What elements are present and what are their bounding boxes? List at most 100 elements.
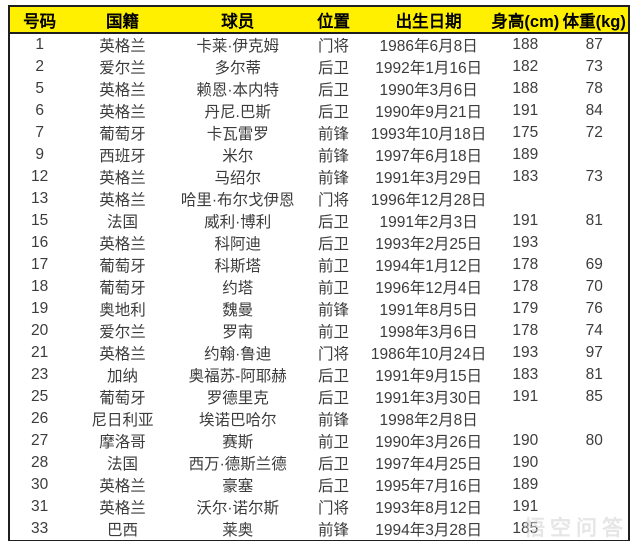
cell-birthdate: 1991年8月5日	[379, 302, 478, 319]
table-row: 2 爱尔兰 多尔蒂 后卫 1992年1月16日 182 73	[10, 56, 628, 78]
cell-nationality: 葡萄牙	[99, 390, 146, 407]
cell-position: 后卫	[317, 236, 349, 253]
cell-number: 28	[31, 454, 49, 471]
cell-position: 门将	[317, 38, 349, 55]
cell-birthdate: 1991年9月15日	[375, 368, 483, 385]
header-weight: 体重(kg)	[562, 12, 626, 31]
cell-birthdate: 1991年3月29日	[375, 170, 483, 187]
cell-weight: 80	[585, 432, 603, 449]
cell-weight: 69	[585, 256, 603, 273]
table-header-row: 号码 国籍 球员 位置 出生日期 身高(cm) 体重(kg)	[10, 7, 628, 34]
cell-number: 17	[31, 256, 49, 273]
cell-number: 23	[31, 366, 49, 383]
cell-height: 189	[512, 476, 539, 493]
cell-height: 185	[512, 520, 539, 537]
cell-position: 前锋	[317, 302, 349, 319]
cell-nationality: 英格兰	[99, 346, 146, 363]
cell-nationality: 西班牙	[99, 148, 146, 165]
table-row: 31 英格兰 沃尔·诺尔斯 门将 1993年8月12日 191	[10, 496, 628, 518]
cell-player: 卡瓦雷罗	[206, 126, 269, 143]
cell-number: 12	[31, 168, 49, 185]
cell-birthdate: 1997年4月25日	[375, 456, 483, 473]
cell-number: 16	[31, 234, 49, 251]
cell-height: 188	[512, 80, 539, 97]
cell-position: 后卫	[317, 390, 349, 407]
cell-player: 莱奥	[222, 522, 254, 539]
cell-height: 191	[512, 388, 539, 405]
cell-birthdate: 1998年2月8日	[379, 412, 478, 429]
cell-birthdate: 1993年2月25日	[375, 236, 483, 253]
cell-nationality: 加纳	[106, 368, 138, 385]
cell-nationality: 巴西	[106, 522, 138, 539]
cell-weight: 81	[585, 212, 603, 229]
table-row: 5 英格兰 赖恩·本内特 后卫 1990年3月6日 188 78	[10, 78, 628, 100]
table-row: 33 巴西 莱奥 前锋 1994年3月28日 185	[10, 518, 628, 540]
cell-position: 后卫	[317, 368, 349, 385]
cell-position: 前卫	[317, 434, 349, 451]
cell-number: 25	[31, 388, 49, 405]
cell-height: 191	[512, 498, 539, 515]
cell-number: 31	[31, 498, 49, 515]
cell-position: 门将	[317, 192, 349, 209]
table-row: 1 英格兰 卡莱·伊克姆 门将 1986年6月8日 188 87	[10, 34, 628, 56]
cell-player: 赖恩·本内特	[196, 82, 280, 99]
cell-number: 9	[35, 146, 44, 163]
cell-number: 30	[31, 476, 49, 493]
table-row: 6 英格兰 丹尼.巴斯 后卫 1990年9月21日 191 84	[10, 100, 628, 122]
table-row: 28 法国 西万·德斯兰德 后卫 1997年4月25日 190	[10, 452, 628, 474]
cell-nationality: 英格兰	[99, 38, 146, 55]
cell-height: 193	[512, 344, 539, 361]
cell-player: 魏曼	[222, 302, 254, 319]
cell-position: 后卫	[317, 214, 349, 231]
cell-height: 178	[512, 278, 539, 295]
cell-height: 190	[512, 454, 539, 471]
table-row: 21 英格兰 约翰·鲁迪 门将 1986年10月24日 193 97	[10, 342, 628, 364]
cell-player: 米尔	[222, 148, 254, 165]
table-row: 15 法国 威利·博利 后卫 1991年2月3日 191 81	[10, 210, 628, 232]
cell-position: 前锋	[317, 170, 349, 187]
cell-nationality: 英格兰	[99, 170, 146, 187]
table-row: 16 英格兰 科阿迪 后卫 1993年2月25日 193	[10, 232, 628, 254]
cell-position: 后卫	[317, 104, 349, 121]
cell-number: 6	[35, 102, 44, 119]
cell-birthdate: 1996年12月28日	[370, 192, 487, 209]
cell-height: 189	[512, 146, 539, 163]
cell-height: 193	[512, 234, 539, 251]
cell-birthdate: 1990年3月26日	[375, 434, 483, 451]
cell-position: 后卫	[317, 456, 349, 473]
cell-weight: 73	[585, 58, 603, 75]
cell-birthdate: 1996年12月4日	[375, 280, 483, 297]
cell-weight: 87	[585, 36, 603, 53]
cell-nationality: 英格兰	[99, 104, 146, 121]
cell-nationality: 葡萄牙	[99, 280, 146, 297]
cell-number: 19	[31, 300, 49, 317]
cell-number: 26	[31, 410, 49, 427]
cell-player: 奥福苏-阿耶赫	[188, 368, 287, 385]
cell-birthdate: 1995年7月16日	[375, 478, 483, 495]
cell-weight: 72	[585, 124, 603, 141]
cell-height: 183	[512, 366, 539, 383]
table-row: 7 葡萄牙 卡瓦雷罗 前锋 1993年10月18日 175 72	[10, 122, 628, 144]
cell-height: 178	[512, 256, 539, 273]
cell-weight: 85	[585, 388, 603, 405]
cell-position: 前卫	[317, 280, 349, 297]
cell-position: 门将	[317, 500, 349, 517]
table-row: 25 葡萄牙 罗德里克 后卫 1991年3月30日 191 85	[10, 386, 628, 408]
cell-height: 183	[512, 168, 539, 185]
cell-number: 13	[31, 190, 49, 207]
cell-number: 33	[31, 520, 49, 537]
cell-player: 西万·德斯兰德	[188, 456, 287, 473]
cell-position: 后卫	[317, 82, 349, 99]
table-row: 9 西班牙 米尔 前锋 1997年6月18日 189	[10, 144, 628, 166]
cell-weight: 97	[585, 344, 603, 361]
cell-nationality: 英格兰	[99, 478, 146, 495]
cell-height: 188	[512, 36, 539, 53]
cell-number: 27	[31, 432, 49, 449]
cell-player: 科阿迪	[214, 236, 261, 253]
cell-position: 前锋	[317, 522, 349, 539]
cell-nationality: 摩洛哥	[99, 434, 146, 451]
table-row: 18 葡萄牙 约塔 前卫 1996年12月4日 178 70	[10, 276, 628, 298]
cell-birthdate: 1986年10月24日	[370, 346, 487, 363]
squad-roster-table: 号码 国籍 球员 位置 出生日期 身高(cm) 体重(kg) 1 英格兰 卡莱·…	[8, 5, 630, 541]
cell-birthdate: 1991年3月30日	[375, 390, 483, 407]
